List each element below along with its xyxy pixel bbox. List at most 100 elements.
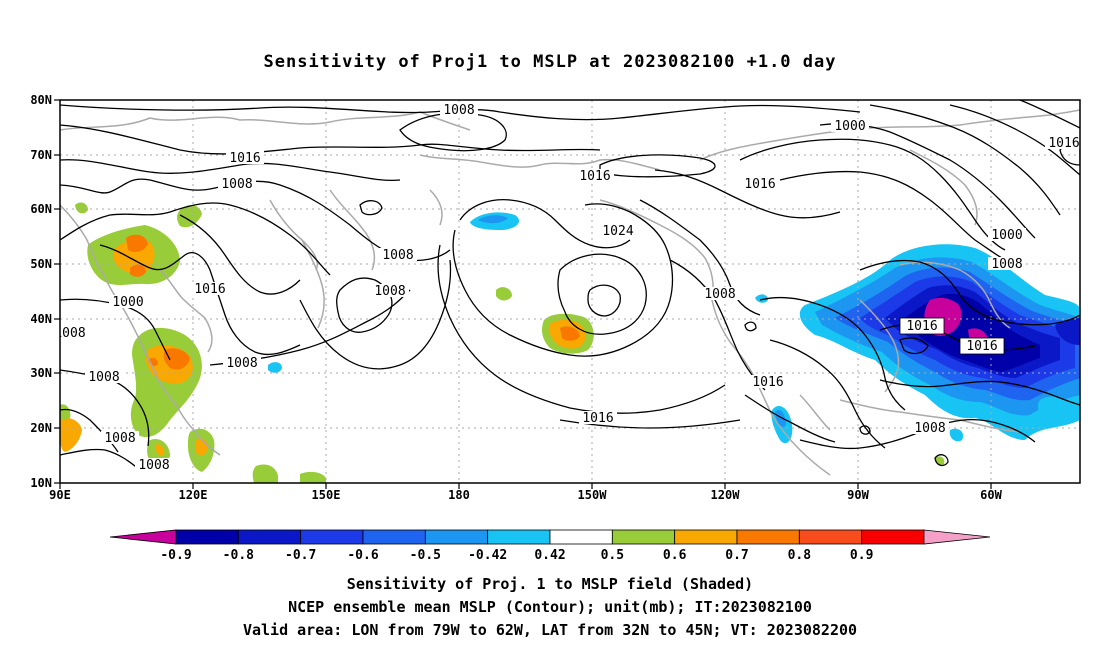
- contour-label: 1008: [382, 248, 413, 263]
- contour-label-bg: [191, 282, 229, 295]
- contour-label: 1000: [991, 228, 1022, 243]
- lat-label: 50N: [30, 257, 52, 271]
- contour-label: 1000: [834, 119, 865, 134]
- contour-label-bg: [749, 375, 787, 388]
- colorbar-box: [798, 529, 863, 545]
- colorbar-tick-label: -0.6: [347, 548, 378, 563]
- contour-label-bg: [741, 177, 779, 190]
- captions: Sensitivity of Proj. 1 to MSLP field (Sh…: [243, 575, 857, 639]
- colorbar-tick-label: -0.42: [468, 548, 507, 563]
- lon-label: 90W: [847, 488, 869, 502]
- map-panel: 1008 1000 1016 1008 1016 1016 1024 1008 1016 1008…: [54, 100, 1080, 483]
- colorbar-tick-label: -0.9: [160, 548, 191, 563]
- contour-label: 1016: [966, 339, 997, 354]
- lat-label: 80N: [30, 93, 52, 107]
- caption-line-1: Sensitivity of Proj. 1 to MSLP field (Sh…: [347, 575, 753, 593]
- figure-title: Sensitivity of Proj1 to MSLP at 20230821…: [264, 52, 837, 72]
- colorbar-box: [611, 529, 676, 545]
- caption-line-2: NCEP ensemble mean MSLP (Contour); unit(…: [288, 598, 812, 616]
- colorbar-tick-label: 0.8: [788, 548, 812, 563]
- contour-label-box: [899, 317, 945, 335]
- lat-label: 60N: [30, 202, 52, 216]
- contour-label: 1000: [112, 295, 143, 310]
- contour-label: 1016: [229, 151, 260, 166]
- contour-label-box: [959, 337, 1005, 355]
- colorbar-box: [674, 529, 738, 545]
- contour-label-bg: [599, 224, 637, 237]
- lon-label: 150W: [578, 488, 608, 502]
- contour-label: 1008: [226, 356, 257, 371]
- lat-label: 70N: [30, 148, 52, 162]
- colorbar-tick-label: -0.7: [285, 548, 316, 563]
- lon-label: 120W: [711, 488, 741, 502]
- contour-label: 1016: [579, 169, 610, 184]
- lon-label: 180: [448, 488, 470, 502]
- contour-label-bg: [101, 431, 139, 444]
- contour-label-bg: [85, 370, 123, 383]
- contour-label: 1024: [602, 224, 633, 239]
- contour-label: 1016: [582, 411, 613, 426]
- contour-label: 1008: [221, 177, 252, 192]
- colorbar-tick-label: 0.42: [534, 548, 565, 563]
- colorbar-tick-label: -0.5: [410, 548, 441, 563]
- contour-label-bg: [218, 177, 256, 190]
- contour-label: 1016: [194, 282, 225, 297]
- lon-label: 120E: [179, 488, 208, 502]
- colorbar-box: [861, 529, 925, 545]
- contour-label-bg: [135, 458, 173, 471]
- contour-label-bg: [579, 411, 617, 424]
- lon-label: 90E: [49, 488, 71, 502]
- colorbar-box: [362, 529, 426, 545]
- lat-label: 10N: [30, 476, 52, 490]
- colorbar-box: [487, 529, 551, 545]
- contour-label: 1008: [443, 103, 474, 118]
- contour-label: 1008: [374, 284, 405, 299]
- contour-label-bg: [988, 257, 1026, 270]
- colorbar-tick-label: -0.8: [223, 548, 254, 563]
- colorbar-max-triangle: [923, 529, 991, 545]
- contour-label-bg: [988, 228, 1026, 241]
- graticule: [60, 100, 1080, 483]
- contour-label-bg: [109, 295, 147, 308]
- caption-line-3: Valid area: LON from 79W to 62W, LAT fro…: [243, 621, 857, 639]
- lon-label: 60W: [980, 488, 1002, 502]
- contour-label: 1008: [54, 326, 85, 341]
- contour-label: 1008: [88, 370, 119, 385]
- latitude-labels: 80N 70N 60N 50N 40N 30N 20N 10N: [30, 93, 52, 490]
- contour-label-bg: [576, 169, 614, 182]
- lat-label: 20N: [30, 421, 52, 435]
- contour-label-bg: [60, 326, 89, 339]
- colorbar-min-triangle: [109, 529, 177, 545]
- contour-label: 1008: [991, 257, 1022, 272]
- colorbar-box: [237, 529, 302, 545]
- contour-label: 1008: [704, 287, 735, 302]
- contour-label-bg: [371, 284, 409, 297]
- contour-label: 1008: [138, 458, 169, 473]
- colorbar-box: [300, 529, 364, 545]
- longitude-labels: 90E 120E 150E 180 150W 120W 90W 60W: [49, 488, 1002, 502]
- contour-label-bg: [440, 103, 478, 116]
- contour-label: 1016: [906, 319, 937, 334]
- lat-label: 40N: [30, 312, 52, 326]
- colorbar: -0.9 -0.8 -0.7 -0.6 -0.5 -0.42 0.42 0.5 0.6 0.7 0.…: [109, 529, 991, 563]
- contour-label: 1008: [104, 431, 135, 446]
- contour-label: 1016: [752, 375, 783, 390]
- contour-label-bg: [223, 356, 261, 369]
- contour-labels: 1008 1000 1016 1008 1016 1016 1024 1008 1016 1008…: [54, 103, 1080, 473]
- colorbar-box: [424, 529, 489, 545]
- colorbar-box: [175, 529, 239, 545]
- tick-marks: [54, 99, 992, 489]
- contour-label-bg: [701, 287, 739, 300]
- contour-label-bg: [379, 248, 417, 261]
- contour-label: 1016: [1048, 136, 1079, 151]
- colorbar-tick-label: 0.9: [850, 548, 873, 563]
- colorbar-tick-label: 0.6: [663, 548, 687, 563]
- colorbar-box: [549, 529, 613, 545]
- colorbar-tick-label: 0.7: [725, 548, 748, 563]
- negative-sensitivity-shading: [268, 212, 1080, 444]
- lon-label: 150E: [312, 488, 341, 502]
- colorbar-box: [736, 529, 800, 545]
- contour-label-bg: [226, 151, 264, 164]
- contour-label-bg: [831, 119, 869, 132]
